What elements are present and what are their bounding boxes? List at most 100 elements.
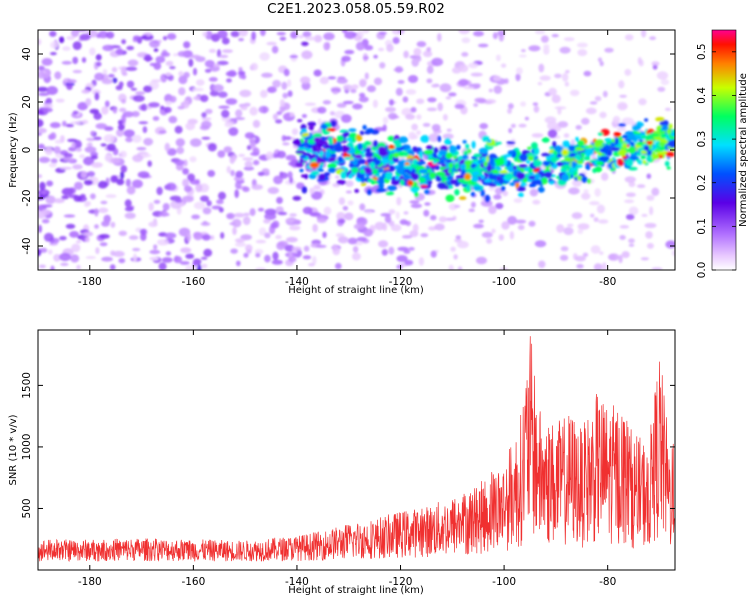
heatmap-cell bbox=[243, 102, 251, 107]
heatmap-cell bbox=[657, 86, 666, 92]
heatmap-signal-cell bbox=[561, 148, 569, 156]
heatmap-cell bbox=[149, 256, 159, 261]
heatmap-cell bbox=[55, 98, 65, 103]
heatmap-cell bbox=[158, 212, 170, 217]
heatmap-cell bbox=[160, 105, 165, 110]
heatmap-cell bbox=[332, 244, 338, 252]
heatmap-signal-cell bbox=[355, 134, 363, 142]
heatmap-signal-cell bbox=[337, 156, 344, 163]
heatmap-cell bbox=[38, 156, 51, 163]
heatmap-cell bbox=[228, 127, 239, 136]
heatmap-signal-cell bbox=[304, 173, 309, 180]
heatmap-cell bbox=[287, 79, 292, 87]
heatmap-cell bbox=[61, 60, 72, 65]
heatmap-cell bbox=[242, 157, 254, 161]
heatmap-cell bbox=[77, 102, 88, 111]
heatmap-cell bbox=[260, 30, 266, 37]
heatmap-cell bbox=[362, 30, 370, 34]
heatmap-cell bbox=[84, 146, 97, 153]
heatmap-cell bbox=[86, 142, 93, 148]
heatmap-cell bbox=[83, 231, 94, 237]
heatmap-cell bbox=[454, 204, 461, 208]
heatmap-cell bbox=[646, 173, 652, 179]
heatmap-cell bbox=[143, 56, 154, 61]
heatmap-cell bbox=[162, 203, 170, 211]
heatmap-cell bbox=[110, 250, 116, 256]
heatmap-signal-cell bbox=[627, 133, 636, 141]
heatmap-signal-cell bbox=[336, 179, 347, 185]
heatmap-cell bbox=[364, 72, 369, 80]
heatmap-cell bbox=[271, 259, 283, 265]
heatmap-signal-cell bbox=[574, 154, 582, 161]
heatmap-cell bbox=[133, 253, 137, 263]
heatmap-x-tick-label: -120 bbox=[389, 276, 413, 288]
heatmap-cell bbox=[261, 72, 273, 78]
heatmap-cell bbox=[583, 189, 589, 193]
heatmap-cell bbox=[366, 85, 376, 93]
heatmap-cell bbox=[121, 39, 126, 45]
heatmap-cell bbox=[192, 67, 198, 76]
heatmap-cell bbox=[524, 116, 530, 121]
heatmap-cell bbox=[347, 237, 358, 245]
heatmap-cell bbox=[158, 262, 167, 270]
heatmap-cell bbox=[416, 41, 427, 48]
heatmap-cell bbox=[65, 123, 75, 128]
heatmap-cell bbox=[473, 30, 484, 37]
heatmap-signal-cell bbox=[618, 123, 627, 127]
heatmap-cell bbox=[50, 52, 57, 56]
heatmap-cell bbox=[239, 89, 252, 98]
heatmap-cell bbox=[75, 147, 82, 152]
heatmap-cell bbox=[538, 260, 546, 269]
heatmap-signal-cell bbox=[560, 168, 568, 173]
heatmap-signal-cell bbox=[488, 174, 498, 180]
heatmap-cell bbox=[102, 69, 108, 75]
heatmap-cell bbox=[39, 247, 48, 253]
heatmap-cell bbox=[323, 206, 332, 215]
heatmap-cell bbox=[126, 80, 135, 89]
heatmap-cell bbox=[219, 54, 229, 59]
heatmap-cell bbox=[177, 105, 185, 110]
heatmap-cell bbox=[232, 218, 242, 228]
heatmap-cell bbox=[235, 170, 244, 178]
heatmap-signal-cell bbox=[471, 176, 479, 182]
heatmap-cell bbox=[381, 249, 388, 256]
heatmap-cell bbox=[457, 266, 463, 270]
heatmap-cell bbox=[359, 79, 367, 88]
heatmap-cell bbox=[124, 199, 132, 208]
heatmap-cell bbox=[437, 102, 444, 112]
heatmap-signal-cell bbox=[477, 159, 484, 165]
heatmap-cell bbox=[597, 57, 603, 63]
heatmap-panel: -180 -160 -140 -120 -100 -80 -40 -20 0 20 40 Heig… bbox=[8, 29, 676, 296]
heatmap-cell bbox=[636, 184, 646, 189]
heatmap-cell bbox=[85, 236, 90, 243]
heatmap-signal-cell bbox=[453, 155, 458, 160]
heatmap-cell bbox=[202, 207, 212, 215]
heatmap-cell bbox=[426, 107, 437, 112]
heatmap-cell bbox=[95, 54, 102, 61]
heatmap-cell bbox=[277, 211, 288, 216]
heatmap-cell bbox=[41, 190, 47, 196]
heatmap-cell bbox=[265, 151, 274, 160]
heatmap-cell bbox=[301, 114, 307, 118]
heatmap-cell bbox=[93, 112, 102, 120]
heatmap-cell bbox=[257, 207, 265, 212]
heatmap-signal-cell bbox=[387, 135, 396, 142]
snr-y-tick-label: 500 bbox=[21, 498, 33, 518]
heatmap-signal-cell bbox=[445, 194, 455, 203]
heatmap-x-tick-label: -160 bbox=[181, 276, 205, 288]
heatmap-signal-cell bbox=[448, 169, 453, 174]
heatmap-cell bbox=[43, 232, 54, 242]
heatmap-cell bbox=[217, 30, 228, 39]
heatmap-cell bbox=[518, 123, 527, 128]
heatmap-cell bbox=[45, 97, 53, 105]
heatmap-cell bbox=[94, 224, 99, 229]
heatmap-cell bbox=[103, 214, 111, 223]
heatmap-cell bbox=[201, 136, 211, 140]
heatmap-cell bbox=[288, 256, 297, 263]
heatmap-cell bbox=[132, 95, 145, 102]
heatmap-cell bbox=[74, 181, 83, 190]
heatmap-cell bbox=[38, 248, 42, 257]
heatmap-signal-cell bbox=[399, 179, 405, 187]
heatmap-cell bbox=[590, 213, 595, 218]
heatmap-cell bbox=[175, 138, 185, 147]
